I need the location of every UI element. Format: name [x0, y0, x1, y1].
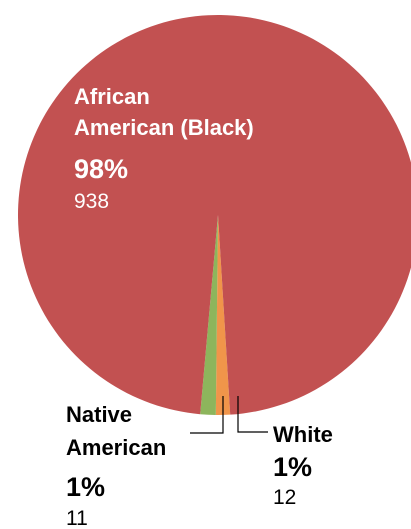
count-white: 12: [273, 486, 296, 509]
label-african-american-line2: American (Black): [74, 115, 254, 140]
label-white: White: [273, 422, 333, 447]
label-native-american-line1: Native: [66, 402, 132, 427]
count-native-american: 11: [66, 507, 88, 529]
slice-african-american: [18, 15, 411, 415]
label-native-american-line2: American: [66, 435, 166, 460]
percent-white: 1%: [273, 452, 312, 482]
slice-white: [200, 215, 218, 415]
slice-native-american: [215, 215, 231, 415]
percent-native-american: 1%: [66, 472, 105, 502]
leader-native-american: [190, 396, 224, 434]
label-african-american-line1: African: [74, 84, 150, 109]
leader-white: [237, 396, 268, 433]
count-african-american: 938: [74, 190, 109, 213]
percent-african-american: 98%: [74, 154, 128, 184]
